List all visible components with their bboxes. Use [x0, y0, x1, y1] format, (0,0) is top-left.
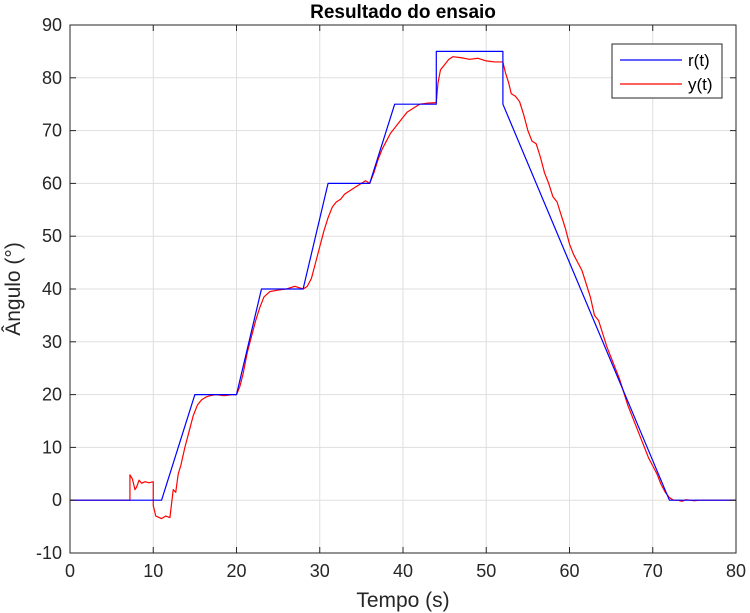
y-tick-label: 70	[42, 121, 62, 141]
y-tick-label: 90	[42, 15, 62, 35]
y-tick-label: 30	[42, 332, 62, 352]
x-axis-label: Tempo (s)	[356, 589, 449, 612]
x-tick-label: 70	[643, 561, 663, 581]
y-tick-label: 20	[42, 385, 62, 405]
x-tick-label: 10	[143, 561, 163, 581]
x-axis-tick-labels: 0 10 20 30 40 50 60 70 80	[65, 561, 746, 581]
y-tick-label: 80	[42, 68, 62, 88]
y-tick-label: -10	[36, 543, 62, 563]
y-tick-label: 40	[42, 279, 62, 299]
x-tick-label: 50	[476, 561, 496, 581]
tick-marks	[69, 24, 737, 554]
y-tick-label: 10	[42, 437, 62, 457]
x-tick-label: 60	[559, 561, 579, 581]
legend-label-y: y(t)	[688, 75, 713, 94]
x-tick-label: 0	[65, 561, 75, 581]
chart-title: Resultado do ensaio	[310, 2, 496, 23]
y-tick-label: 0	[52, 490, 62, 510]
series-line-r	[70, 50, 736, 501]
x-tick-label: 40	[393, 561, 413, 581]
legend-box	[611, 43, 723, 99]
y-tick-label: 50	[42, 226, 62, 246]
series-layer	[70, 50, 736, 520]
x-tick-label: 80	[726, 561, 746, 581]
legend-label-r: r(t)	[688, 51, 710, 70]
y-axis-label: Ângulo (°)	[2, 242, 25, 336]
x-tick-label: 30	[310, 561, 330, 581]
x-tick-label: 20	[226, 561, 246, 581]
y-axis-tick-labels: -10 0 10 20 30 40 50 60 70 80 90	[36, 15, 62, 563]
legend: r(t) y(t)	[611, 43, 723, 99]
y-tick-label: 60	[42, 173, 62, 193]
